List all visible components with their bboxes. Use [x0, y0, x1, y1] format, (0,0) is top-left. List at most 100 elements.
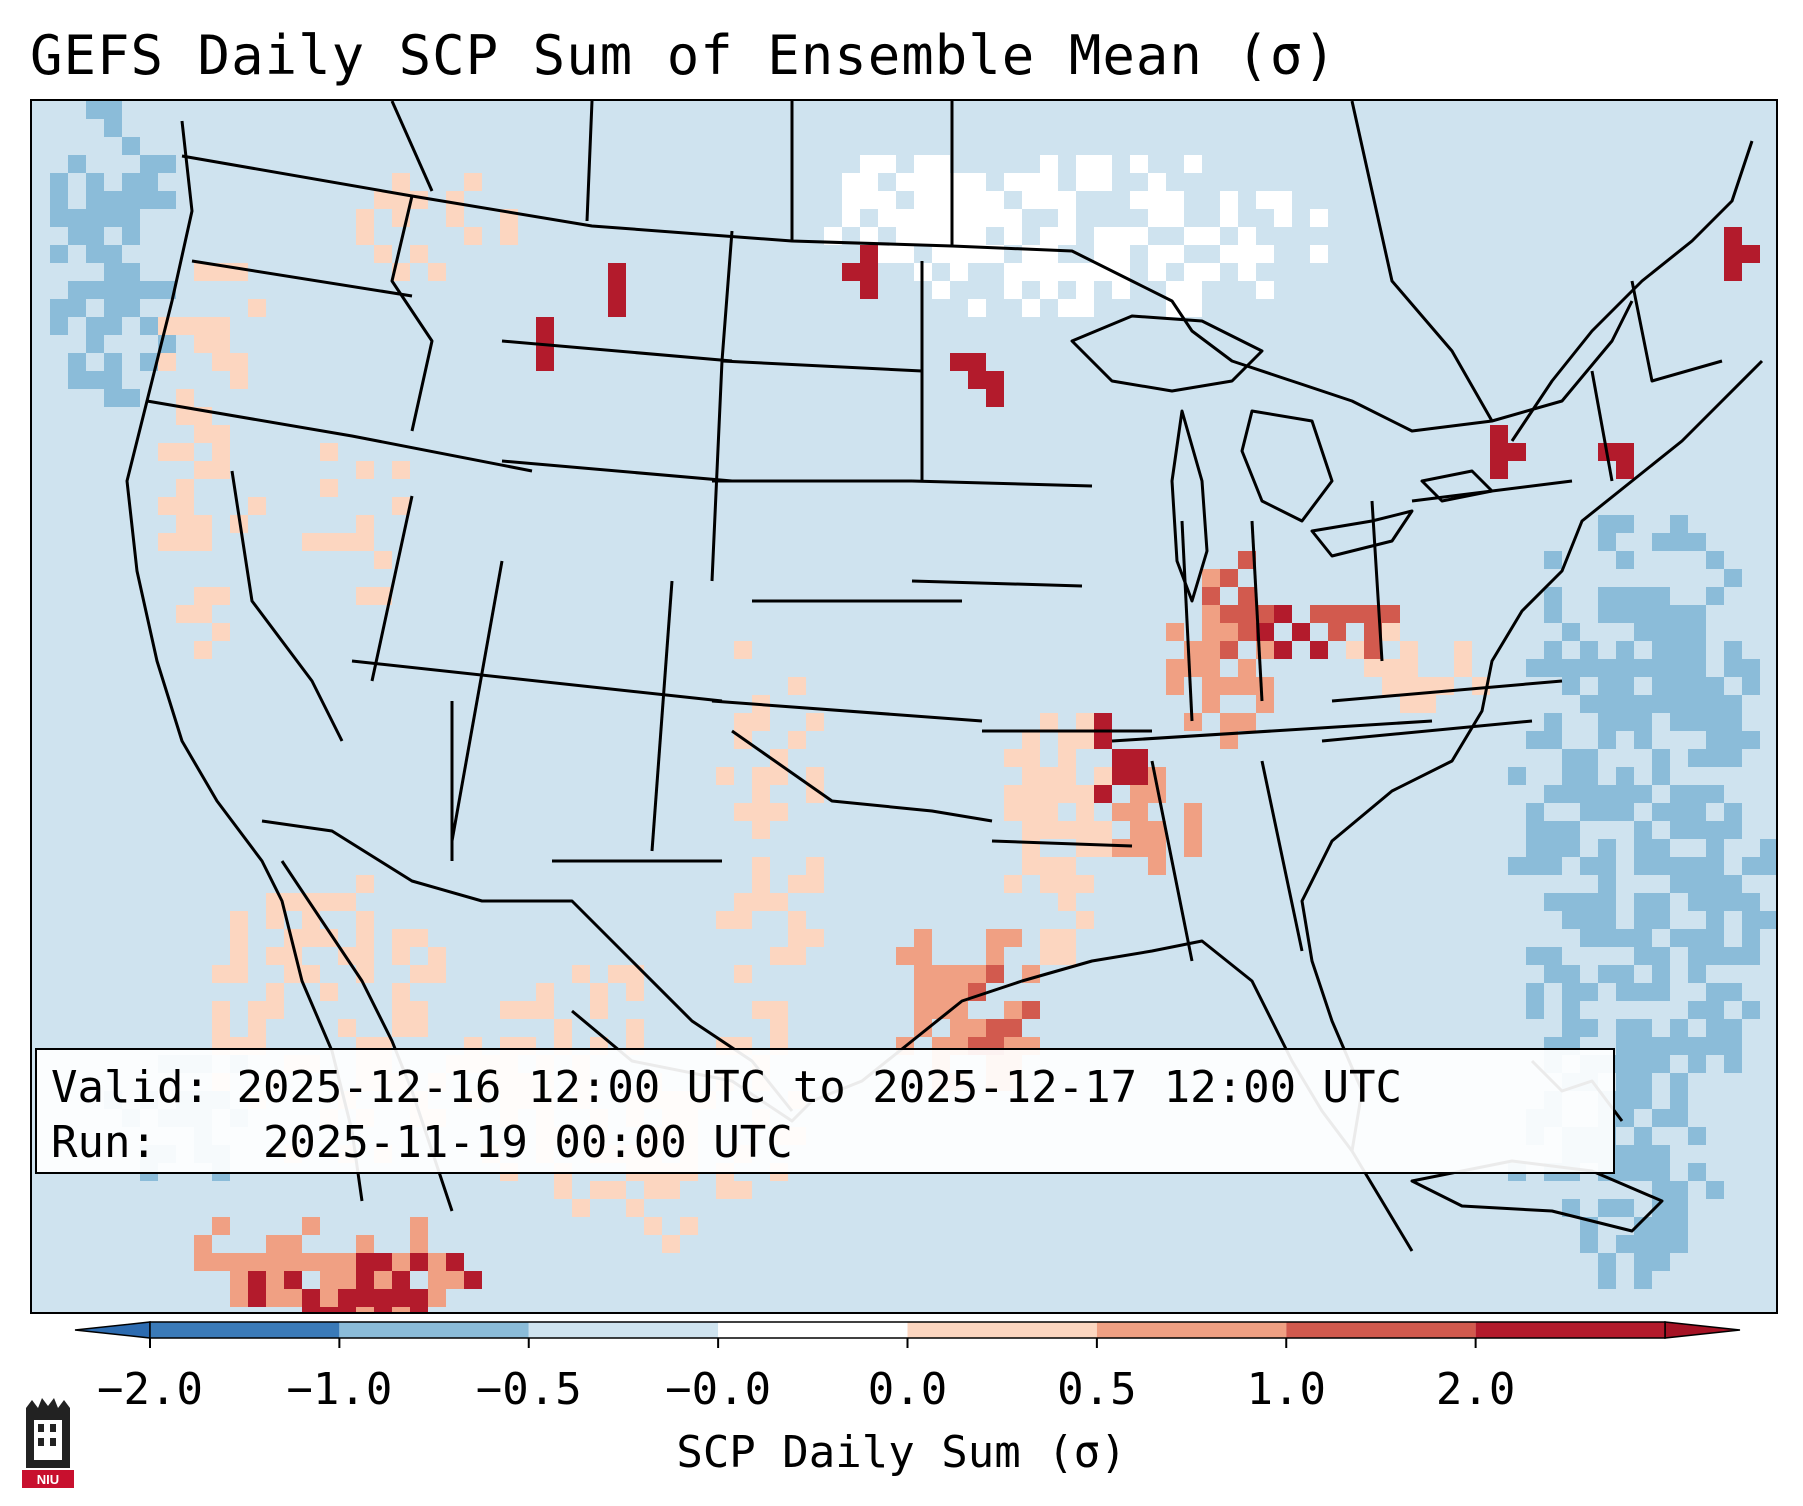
field-cell	[212, 425, 230, 443]
field-cell	[212, 353, 230, 371]
field-cell	[338, 893, 356, 911]
field-cell	[1004, 749, 1022, 767]
field-cell	[122, 281, 140, 299]
field-cell	[1688, 785, 1706, 803]
field-cell	[284, 1253, 302, 1271]
field-cell	[1670, 1091, 1688, 1109]
field-cell	[1706, 983, 1724, 1001]
field-cell	[1742, 731, 1760, 749]
field-cell	[1202, 641, 1220, 659]
field-cell	[1562, 659, 1580, 677]
east-coastline	[1300, 359, 1764, 1152]
field-cell	[1130, 785, 1148, 803]
field-cell	[1058, 209, 1076, 227]
field-cell	[806, 713, 824, 731]
field-cell	[1616, 641, 1634, 659]
field-cell	[1634, 1091, 1652, 1109]
field-cell	[1652, 857, 1670, 875]
field-cell	[410, 1289, 428, 1307]
field-cell	[1688, 947, 1706, 965]
field-cell	[860, 281, 878, 299]
field-cell	[1022, 731, 1040, 749]
field-cell	[1652, 641, 1670, 659]
field-cell	[1238, 623, 1256, 641]
field-cell	[860, 227, 878, 245]
field-cell	[122, 137, 140, 155]
field-cell	[1220, 605, 1238, 623]
field-cell	[1040, 875, 1058, 893]
field-cell	[50, 173, 68, 191]
field-cell	[104, 317, 122, 335]
field-cell	[392, 1001, 410, 1019]
field-cell	[1580, 803, 1598, 821]
field-cell	[1652, 1163, 1670, 1181]
field-cell	[1022, 263, 1040, 281]
field-cell	[554, 1019, 572, 1037]
field-cell	[104, 245, 122, 263]
field-cell	[1058, 947, 1076, 965]
field-cell	[356, 929, 374, 947]
field-cell	[392, 929, 410, 947]
field-cell	[968, 371, 986, 389]
field-cell	[1688, 695, 1706, 713]
field-cell	[86, 335, 104, 353]
field-cell	[104, 299, 122, 317]
field-cell	[1094, 245, 1112, 263]
field-cell	[1418, 677, 1436, 695]
field-cell	[1238, 245, 1256, 263]
field-cell	[104, 119, 122, 137]
state-border-ok-tx	[731, 729, 993, 823]
field-cell	[410, 929, 428, 947]
field-cell	[896, 173, 914, 191]
field-cell	[140, 173, 158, 191]
field-cell	[1670, 857, 1688, 875]
field-cell	[1256, 605, 1274, 623]
field-cell	[1004, 173, 1022, 191]
field-cell	[1112, 839, 1130, 857]
state-border-ia-mo	[911, 579, 1083, 588]
field-cell	[230, 353, 248, 371]
field-cell	[1202, 227, 1220, 245]
field-cell	[1670, 623, 1688, 641]
field-cell	[158, 353, 176, 371]
field-cell	[1148, 821, 1166, 839]
field-cell	[572, 965, 590, 983]
field-cell	[1652, 749, 1670, 767]
field-cell	[1634, 1019, 1652, 1037]
field-cell	[1670, 875, 1688, 893]
field-cell	[1706, 857, 1724, 875]
field-cell	[1688, 965, 1706, 983]
field-cell	[1652, 1199, 1670, 1217]
field-cell	[680, 1217, 698, 1235]
field-cell	[212, 1253, 230, 1271]
field-cell	[122, 191, 140, 209]
field-cell	[284, 929, 302, 947]
field-cell	[1634, 839, 1652, 857]
field-cell	[68, 299, 86, 317]
svg-text:NIU: NIU	[37, 1472, 59, 1487]
field-cell	[1400, 677, 1418, 695]
field-cell	[824, 227, 842, 245]
colorbar-tick-label: 0.5	[1057, 1364, 1137, 1415]
field-cell	[752, 875, 770, 893]
field-cell	[608, 965, 626, 983]
field-cell	[1058, 893, 1076, 911]
state-border-al-ga	[1260, 760, 1304, 952]
field-cell	[1598, 1253, 1616, 1271]
field-cell	[338, 1253, 356, 1271]
field-cell	[356, 1253, 374, 1271]
field-cell	[302, 929, 320, 947]
field-cell	[194, 425, 212, 443]
field-cell	[1004, 803, 1022, 821]
field-cell	[1040, 821, 1058, 839]
field-cell	[1598, 515, 1616, 533]
field-cell	[1202, 605, 1220, 623]
field-cell	[212, 317, 230, 335]
field-cell	[1454, 641, 1472, 659]
field-cell	[1580, 785, 1598, 803]
field-cell	[104, 281, 122, 299]
field-cell	[1058, 929, 1076, 947]
field-cell	[356, 461, 374, 479]
field-cell	[1616, 1055, 1634, 1073]
colorbar-tick-label: −2.0	[97, 1364, 203, 1415]
